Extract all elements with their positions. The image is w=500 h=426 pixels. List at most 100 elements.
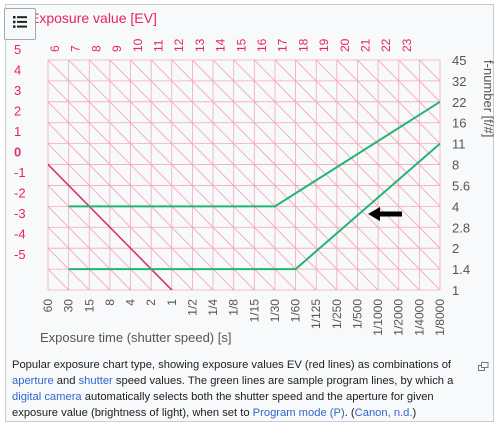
ev-line [294,60,440,208]
shutter-speed-tick: 1/500 [350,299,364,329]
ev-label-top: 23 [400,38,414,52]
caption-text: automatically selects both the shutter s… [12,391,434,419]
ev-label-left: -3 [14,206,26,221]
ev-label-left: 0 [14,145,21,160]
f-number-tick: 11 [452,137,466,152]
ev-label-top: 9 [110,45,124,52]
f-number-tick: 4 [452,199,459,214]
shutter-speed-tick: 1/30 [268,299,282,323]
x-axis-label: Exposure time (shutter speed) [s] [40,330,231,345]
shutter-speed-tick: 1/125 [309,299,323,329]
ev-label-left: 2 [14,104,21,119]
ev-label-left: 1 [14,124,21,139]
ev-label-top: 19 [317,38,331,52]
f-number-tick: 45 [452,53,466,68]
ev-line [398,60,440,103]
program-line [68,100,441,208]
ev-label-top: 6 [48,45,62,52]
program-line [68,142,441,271]
ev-label-top: 14 [214,38,228,52]
ev-label-top: 16 [255,38,269,52]
program-mode-link[interactable]: Program mode (P) [252,407,345,419]
f-number-tick: 1.4 [452,262,470,277]
shutter-speed-tick: 2 [144,299,158,306]
f-number-tick: 2.8 [452,220,470,235]
ev-label-top: 21 [359,38,373,52]
source-link[interactable]: Canon, n.d. [354,407,413,419]
caption-text: and [53,375,79,387]
ev-line [88,60,317,290]
ev-line [48,122,214,290]
ev-line [274,60,440,228]
ev-line [377,60,440,124]
ev-line [356,60,440,145]
digital-camera-link[interactable]: digital camera [12,391,82,403]
ev-line [48,142,194,290]
ev-label-left: -5 [14,247,26,262]
ev-line [171,60,400,290]
ev-label-top: 22 [379,38,393,52]
ev-label-top: 10 [131,38,145,52]
shutter-speed-tick: 30 [62,299,76,313]
caption-text: Popular exposure chart type, showing exp… [12,359,452,371]
shutter-speed-tick: 1/4000 [412,299,426,336]
ev-label-left: 4 [14,63,21,78]
f-number-tick: 5.6 [452,178,470,193]
ev-label-top: 20 [338,38,352,52]
f-number-tick: 16 [452,116,466,131]
ev-line [150,60,379,290]
shutter-speed-tick: 1/250 [330,299,344,329]
shutter-speed-tick: 15 [82,299,96,313]
ev-line [48,101,235,290]
shutter-speed-tick: 1/2000 [392,299,406,336]
ev-line [212,60,440,290]
shutter-speed-tick: 1/8000 [433,299,447,336]
chart-title: Exposure value [EV] [30,10,157,26]
ev-line [418,60,440,82]
ev-line [109,60,338,290]
ev-label-top: 15 [234,38,248,52]
caption-text: . ( [344,407,355,419]
ev-label-top: 18 [296,38,310,52]
f-number-tick: 1 [452,283,459,298]
shutter-link[interactable]: shutter [78,375,113,387]
f-number-tick: 32 [452,74,466,89]
ev-label-left: -2 [14,186,26,201]
table-of-contents-button[interactable] [4,8,36,40]
figure-caption: Popular exposure chart type, showing exp… [12,357,482,421]
ev-label-top: 8 [89,45,103,52]
caption-text: ) [412,407,417,419]
list-icon [12,15,28,34]
ev-line [336,60,440,166]
ev-line [48,247,90,290]
ev-line [48,60,276,290]
ev-line [48,80,255,290]
ev-label-top: 12 [172,38,186,52]
enlarge-icon[interactable] [478,358,489,376]
ev-label-top: 13 [193,38,207,52]
shutter-speed-tick: 1/1000 [371,299,385,336]
ev-line [48,205,132,290]
shutter-speed-tick: 60 [41,299,55,313]
ev-line [48,184,152,290]
aperture-link[interactable]: aperture [12,375,54,387]
shutter-speed-tick: 1 [165,299,179,306]
shutter-speed-tick: 1/4 [206,299,220,316]
f-number-tick: 22 [452,95,466,110]
ev-label-top: 17 [276,38,290,52]
ev-line [67,60,297,290]
ev-label-top: 11 [152,39,166,52]
ev-zero-line [48,163,173,290]
shutter-speed-tick: 8 [103,299,117,306]
f-number-axis-label: f-number [f/#] [481,60,496,137]
ev-label-left: -4 [14,227,26,242]
ev-label-left: -1 [14,165,26,180]
caption-text: speed values. The green lines are sample… [112,375,454,387]
shutter-speed-tick: 1/60 [289,299,303,323]
shutter-speed-tick: 1/2 [185,299,199,316]
ev-label-top: 7 [69,45,83,52]
f-number-tick: 2 [452,241,459,256]
ev-line [191,60,421,290]
ev-line [129,60,359,290]
